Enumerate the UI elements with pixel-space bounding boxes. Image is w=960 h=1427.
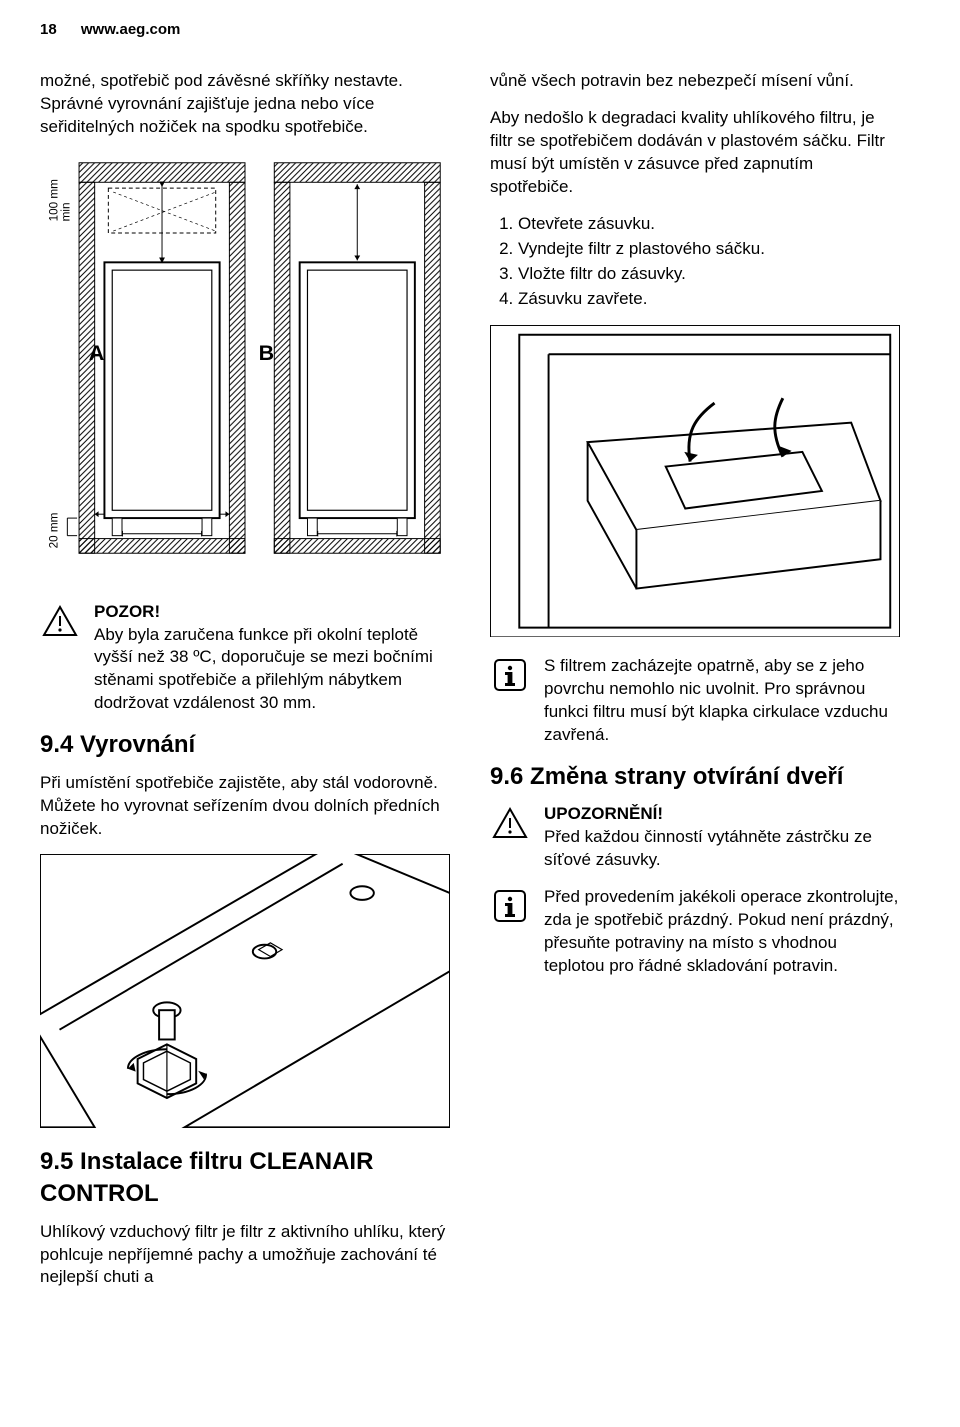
warn-body: Před každou činností vytáhněte zástrčku … <box>544 826 900 872</box>
step-4: Zásuvku zavřete. <box>518 288 900 311</box>
para-9-4: Při umístění spotřebiče zajistěte, aby s… <box>40 772 450 841</box>
info-icon <box>490 888 530 924</box>
heading-9-6: 9.6 Změna strany otvírání dveří <box>490 761 900 793</box>
info2-text: Před provedením jakékoli operace zkontro… <box>544 886 900 978</box>
col-right: vůně všech potravin bez nebezpečí mísení… <box>490 70 900 1303</box>
para-9-5: Uhlíkový vzduchový filtr je filtr z akti… <box>40 1221 450 1290</box>
caution-block: POZOR! Aby byla zaručena funkce při okol… <box>40 601 450 716</box>
figure-filter-drawer <box>490 325 900 637</box>
label-A: A <box>89 341 105 365</box>
step-1: Otevřete zásuvku. <box>518 213 900 236</box>
header-url: www.aeg.com <box>81 21 180 38</box>
pozor-body: Aby byla zaručena funkce při okolní tepl… <box>94 624 450 716</box>
info-icon <box>490 657 530 693</box>
warning-triangle-icon <box>40 603 80 639</box>
left-intro: možné, spotřebič pod závěsné skříňky nes… <box>40 70 450 139</box>
pozor-title: POZOR! <box>94 601 450 624</box>
warning-triangle-icon <box>490 805 530 841</box>
step-3: Vložte filtr do zásuvky. <box>518 263 900 286</box>
warning-block: UPOZORNĚNÍ! Před každou činností vytáhně… <box>490 803 900 872</box>
heading-9-4: 9.4 Vyrovnání <box>40 729 450 761</box>
page-number: 18 <box>40 21 57 38</box>
label-B: B <box>259 341 275 365</box>
info-block-2: Před provedením jakékoli operace zkontro… <box>490 886 900 978</box>
heading-9-5: 9.5 Instalace filtru CLEANAIR CONTROL <box>40 1146 450 1211</box>
col-left: možné, spotřebič pod závěsné skříňky nes… <box>40 70 450 1303</box>
figure-leveling-foot <box>40 854 450 1127</box>
right-top-para2: Aby nedošlo k degradaci kvality uhlíkové… <box>490 107 900 199</box>
step-2: Vyndejte filtr z plastového sáčku. <box>518 238 900 261</box>
label-20mm: 20 mm <box>48 513 61 549</box>
figure-install-clearance: 100 mm min <box>40 153 450 583</box>
info-block-1: S filtrem zacházejte opatrně, aby se z j… <box>490 655 900 747</box>
diagram-b <box>274 163 440 553</box>
right-top-para1: vůně všech potravin bez nebezpečí mísení… <box>490 70 900 93</box>
page-header: 18 www.aeg.com <box>40 20 900 40</box>
info1-text: S filtrem zacházejte opatrně, aby se z j… <box>544 655 900 747</box>
warn-title: UPOZORNĚNÍ! <box>544 803 900 826</box>
label-min: min <box>59 203 72 222</box>
steps-list: Otevřete zásuvku. Vyndejte filtr z plast… <box>490 213 900 311</box>
